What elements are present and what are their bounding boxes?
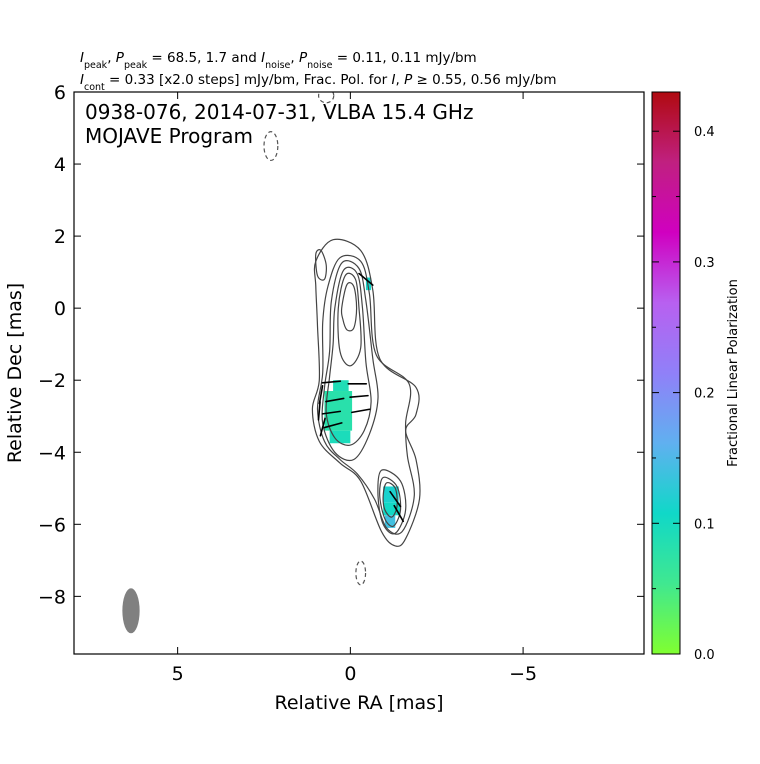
colorbar-tick-label: 0.1 bbox=[694, 517, 715, 532]
contour-layer bbox=[311, 238, 421, 547]
contour-line bbox=[379, 476, 402, 528]
negative-contour bbox=[317, 92, 335, 104]
negative-contour bbox=[355, 560, 367, 586]
y-tick-label: 0 bbox=[54, 298, 66, 320]
beam-layer bbox=[122, 588, 140, 634]
colorbar-frame bbox=[651, 91, 681, 655]
y-tick-label: 4 bbox=[54, 154, 66, 176]
evpa-tick bbox=[351, 408, 371, 414]
evpa-tick bbox=[317, 401, 321, 421]
pol-pixel bbox=[365, 277, 372, 291]
evpa-tick bbox=[349, 394, 369, 399]
colorbar-ticks: 0.0 0.1 0.2 0.3 0.4 bbox=[652, 125, 715, 663]
axis-layer: 5 0 −5 6 4 2 0 −2 −4 −6 −8 bbox=[38, 82, 644, 685]
y-tick-label: −6 bbox=[38, 514, 66, 536]
colorbar-gradient bbox=[652, 92, 680, 654]
contour-line bbox=[337, 272, 362, 367]
plot-area bbox=[74, 92, 644, 654]
plot-frame bbox=[73, 91, 645, 655]
contour-line bbox=[382, 482, 398, 518]
colorbar-label: Fractional Linear Polarization bbox=[726, 279, 741, 467]
annotation-line-1: 0938-076, 2014-07-31, VLBA 15.4 GHz bbox=[85, 100, 473, 124]
y-tick-label: 2 bbox=[54, 226, 66, 248]
annotation-line-2: MOJAVE Program bbox=[85, 124, 253, 148]
evpa-tick bbox=[393, 504, 405, 523]
pol-pixel bbox=[384, 515, 396, 528]
evpa-tick bbox=[318, 384, 324, 405]
x-tick-label: −5 bbox=[509, 663, 537, 685]
evpa-tick bbox=[321, 410, 342, 415]
y-tick-label: 6 bbox=[54, 82, 66, 104]
contour-line bbox=[311, 238, 421, 547]
evpa-tick bbox=[323, 422, 343, 429]
evpa-layer bbox=[317, 272, 405, 523]
contour-line bbox=[315, 249, 327, 281]
y-axis-label: Relative Dec [mas] bbox=[4, 283, 26, 463]
colorbar-tick-label: 0.2 bbox=[694, 387, 715, 402]
contour-line bbox=[325, 266, 372, 446]
evpa-tick bbox=[321, 380, 342, 384]
colorbar-tick-label: 0.0 bbox=[694, 648, 715, 663]
contour-line bbox=[321, 260, 379, 462]
evpa-tick bbox=[358, 272, 374, 286]
colorbar-tick-label: 0.4 bbox=[694, 125, 715, 140]
evpa-tick bbox=[389, 490, 402, 508]
y-tick-label: −4 bbox=[38, 442, 66, 464]
x-tick-label: 5 bbox=[172, 663, 184, 685]
pol-pixel bbox=[333, 380, 349, 392]
x-axis-label: Relative RA [mas] bbox=[274, 692, 443, 714]
contour-line bbox=[316, 254, 415, 535]
y-tick-label: −2 bbox=[38, 370, 66, 392]
header-line-1: Ipeak, Ppeak = 68.5, 1.7 and Inoise, Pno… bbox=[80, 50, 477, 71]
evpa-tick bbox=[319, 417, 326, 437]
x-tick-label: 0 bbox=[344, 663, 356, 685]
beam-ellipse bbox=[122, 588, 140, 634]
y-tick-label: −8 bbox=[38, 586, 66, 608]
colorbar-tick-label: 0.3 bbox=[694, 256, 715, 271]
header-line-2: Icont = 0.33 [x2.0 steps] mJy/bm, Frac. … bbox=[80, 72, 557, 93]
contour-line bbox=[377, 469, 407, 535]
evpa-tick bbox=[325, 397, 345, 403]
negative-contour bbox=[263, 131, 279, 162]
pol-pixel bbox=[329, 430, 351, 444]
contour-line bbox=[340, 282, 358, 332]
negative-contour-layer bbox=[263, 92, 367, 586]
pol-pixel bbox=[383, 502, 401, 516]
